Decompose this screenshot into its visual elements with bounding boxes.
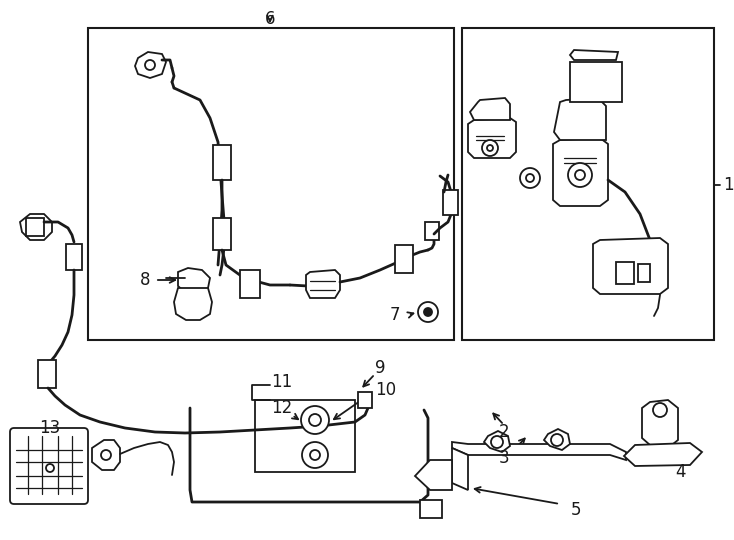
- Bar: [66, 244, 82, 270]
- Polygon shape: [174, 288, 212, 320]
- Polygon shape: [593, 238, 668, 294]
- Bar: [570, 62, 622, 102]
- Text: 7: 7: [390, 306, 400, 324]
- Circle shape: [487, 145, 493, 151]
- Polygon shape: [452, 442, 626, 460]
- Circle shape: [46, 464, 54, 472]
- Bar: [425, 222, 439, 240]
- Circle shape: [309, 414, 321, 426]
- Text: 10: 10: [375, 381, 396, 399]
- Polygon shape: [554, 98, 606, 140]
- Text: 11: 11: [272, 373, 293, 391]
- Circle shape: [145, 60, 155, 70]
- Text: 2: 2: [498, 423, 509, 441]
- Circle shape: [575, 170, 585, 180]
- Circle shape: [418, 302, 438, 322]
- Bar: [638, 264, 650, 282]
- Polygon shape: [20, 214, 52, 240]
- Bar: [38, 360, 56, 388]
- Bar: [443, 190, 458, 215]
- Text: 1: 1: [723, 176, 733, 194]
- Polygon shape: [544, 429, 570, 450]
- Polygon shape: [92, 440, 120, 470]
- Polygon shape: [135, 52, 166, 78]
- Circle shape: [482, 140, 498, 156]
- Circle shape: [653, 403, 667, 417]
- Circle shape: [101, 450, 111, 460]
- Polygon shape: [468, 118, 516, 158]
- Bar: [255, 400, 355, 472]
- Text: 9: 9: [375, 359, 385, 377]
- Polygon shape: [484, 431, 510, 452]
- Bar: [462, 28, 714, 340]
- Text: 6: 6: [265, 10, 275, 28]
- Polygon shape: [624, 443, 702, 466]
- Text: 8: 8: [139, 271, 150, 289]
- Circle shape: [302, 442, 328, 468]
- Bar: [240, 270, 260, 298]
- Bar: [358, 392, 372, 408]
- Bar: [420, 500, 442, 518]
- Circle shape: [491, 436, 503, 448]
- Circle shape: [424, 308, 432, 316]
- FancyBboxPatch shape: [10, 428, 88, 504]
- Polygon shape: [470, 98, 510, 120]
- Text: 4: 4: [675, 463, 686, 481]
- Circle shape: [520, 168, 540, 188]
- Bar: [213, 218, 231, 250]
- Circle shape: [310, 450, 320, 460]
- Circle shape: [526, 174, 534, 182]
- Bar: [88, 28, 454, 340]
- Bar: [213, 145, 231, 180]
- Text: 3: 3: [498, 449, 509, 467]
- Polygon shape: [452, 448, 468, 490]
- Bar: [26, 218, 44, 236]
- Polygon shape: [553, 138, 608, 206]
- Bar: [395, 245, 413, 273]
- Polygon shape: [178, 268, 210, 294]
- Circle shape: [301, 406, 329, 434]
- Polygon shape: [415, 460, 452, 490]
- Polygon shape: [570, 50, 618, 60]
- Polygon shape: [306, 270, 340, 298]
- Text: 13: 13: [40, 419, 61, 437]
- Text: 5: 5: [571, 501, 581, 519]
- Bar: [616, 262, 634, 284]
- Circle shape: [551, 434, 563, 446]
- Polygon shape: [642, 400, 678, 448]
- Text: 12: 12: [272, 399, 293, 417]
- Circle shape: [568, 163, 592, 187]
